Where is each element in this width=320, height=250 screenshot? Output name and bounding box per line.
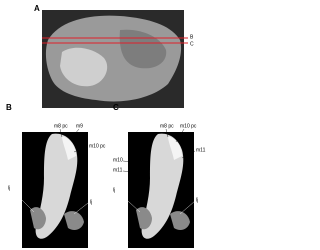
annotation: lj [90,199,92,205]
tooth-section [62,136,76,160]
leader-line [181,150,196,159]
jaw-section [136,207,152,230]
panel-a: A B C [34,4,194,108]
leader-line [11,189,35,213]
annotation: m9 [76,123,83,129]
panel-letter: B [6,103,12,112]
leader-line [117,191,141,213]
annotation: lj [8,185,10,191]
bone-section [35,133,78,239]
jaw-section [170,211,190,230]
leader-line [165,128,169,138]
annotation: m10 [113,157,123,163]
annotation: m10 pc [180,123,197,129]
tooth-section [168,136,182,160]
panel-letter: A [34,4,40,13]
section-marker: B [190,34,194,40]
leader-line [122,160,151,165]
leader-line [175,128,185,143]
section-marker: C [190,41,194,47]
panel-c: C m8 pc m10 pc m11 m10 m11 lj lj [113,103,206,248]
specimen-highlight [60,47,108,87]
bone-section [141,133,184,239]
annotation: lj [196,197,198,203]
annotation: lj [113,187,115,193]
leader-line [73,202,89,215]
leader-line [179,200,196,215]
panel-letter: C [113,103,119,112]
annotation: m8 pc [54,123,68,129]
annotation: m8 pc [160,123,174,129]
jaw-section [30,207,46,230]
annotation: m11 [196,147,206,153]
leader-line [59,128,63,138]
annotation: m11 [113,167,123,173]
jaw-section [64,211,84,230]
figure: A B C B m8 pc m9 m10 pc lj lj C m8 pc m1… [6,4,206,248]
annotation: m10 pc [89,143,106,149]
leader-line [122,170,151,175]
leader-line [73,145,89,153]
leader-line [69,128,80,141]
panel-b: B m8 pc m9 m10 pc lj lj [6,103,106,248]
specimen-shadow [119,29,167,69]
